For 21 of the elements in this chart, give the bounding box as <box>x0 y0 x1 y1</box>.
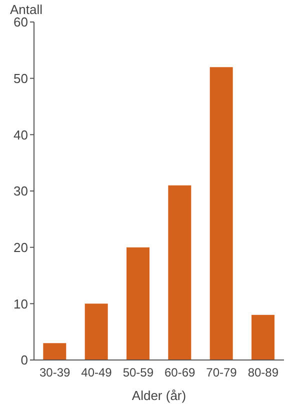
bar <box>126 247 150 360</box>
x-tick-label: 60-69 <box>164 366 196 380</box>
y-tick-label: 30 <box>14 184 28 199</box>
bar <box>210 67 233 360</box>
y-tick-label: 0 <box>20 352 28 368</box>
y-tick-label: 10 <box>14 296 28 312</box>
x-tick-label: 80-89 <box>248 366 279 380</box>
y-tick-label: 60 <box>14 14 28 30</box>
y-axis-title: Antall <box>10 2 43 17</box>
bar <box>43 343 66 360</box>
x-tick-label: 70-79 <box>206 366 238 380</box>
x-tick-label: 40-49 <box>81 366 112 380</box>
x-tick-label: 30-39 <box>39 366 70 380</box>
x-tick-label: 50-59 <box>122 366 154 380</box>
y-tick-label: 20 <box>14 240 28 255</box>
bar <box>84 304 108 360</box>
bar <box>168 185 192 360</box>
x-axis-title: Alder (år) <box>132 388 186 403</box>
y-tick-label: 40 <box>14 127 28 142</box>
y-tick-label: 50 <box>14 70 28 86</box>
bar <box>252 314 274 360</box>
